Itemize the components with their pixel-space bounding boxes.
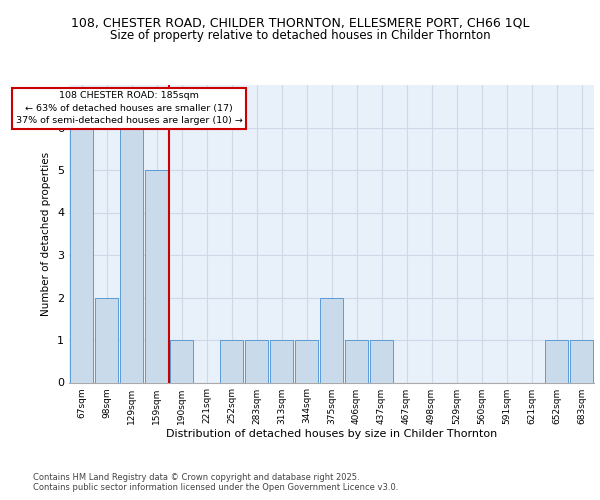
X-axis label: Distribution of detached houses by size in Childer Thornton: Distribution of detached houses by size … (166, 430, 497, 440)
Bar (545, 340, 568, 382)
Bar (245, 340, 268, 382)
Text: Size of property relative to detached houses in Childer Thornton: Size of property relative to detached ho… (110, 29, 490, 42)
Bar (370, 340, 393, 382)
Bar (270, 340, 293, 382)
Text: Contains public sector information licensed under the Open Government Licence v3: Contains public sector information licen… (33, 484, 398, 492)
Bar (70, 128, 93, 382)
Bar (120, 128, 143, 382)
Bar (170, 340, 193, 382)
Bar (95, 298, 118, 382)
Bar (220, 340, 243, 382)
Text: 108 CHESTER ROAD: 185sqm
← 63% of detached houses are smaller (17)
37% of semi-d: 108 CHESTER ROAD: 185sqm ← 63% of detach… (16, 92, 242, 126)
Text: 108, CHESTER ROAD, CHILDER THORNTON, ELLESMERE PORT, CH66 1QL: 108, CHESTER ROAD, CHILDER THORNTON, ELL… (71, 16, 529, 29)
Bar (295, 340, 318, 382)
Bar (345, 340, 368, 382)
Y-axis label: Number of detached properties: Number of detached properties (41, 152, 52, 316)
Text: Contains HM Land Registry data © Crown copyright and database right 2025.: Contains HM Land Registry data © Crown c… (33, 472, 359, 482)
Bar (570, 340, 593, 382)
Bar (145, 170, 168, 382)
Bar (320, 298, 343, 382)
